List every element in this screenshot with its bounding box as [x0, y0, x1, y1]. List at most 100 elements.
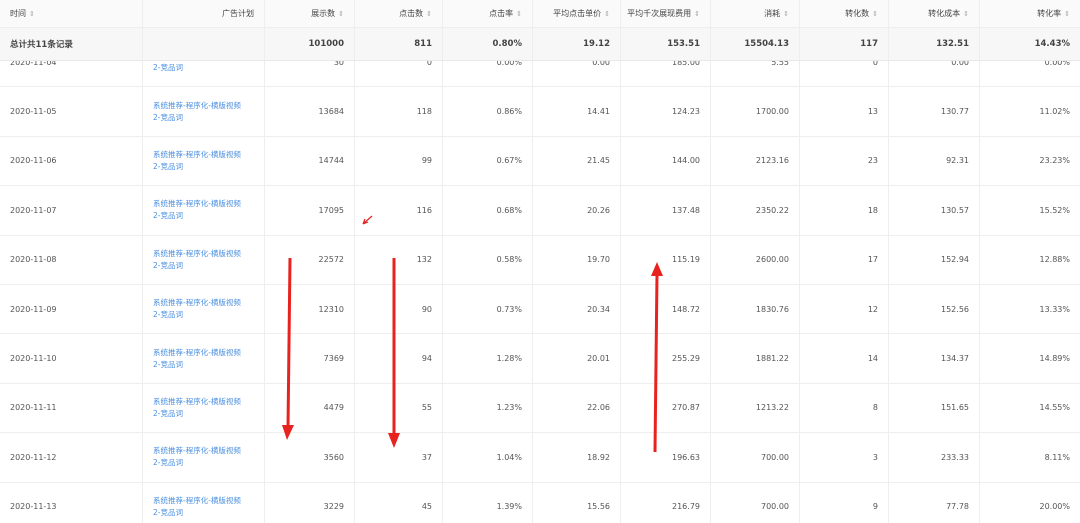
value-cell: 13	[800, 87, 889, 136]
plan-link[interactable]: 系统推荐-程序化-横版视频 2-竞品词	[153, 248, 241, 272]
column-header[interactable]: 转化成本 ⇕	[889, 0, 980, 27]
sort-icon[interactable]: ⇕	[29, 9, 35, 18]
total-cell: 153.51	[621, 28, 711, 60]
plan-link-line[interactable]: 系统推荐-程序化-横版视频	[153, 199, 241, 209]
value-cell: 22.06	[533, 383, 621, 433]
plan-cell: 系统推荐-程序化-横版视频 2-竞品词	[143, 87, 265, 136]
column-header-label: 广告计划	[222, 9, 254, 18]
plan-link-line[interactable]: 2-竞品词	[153, 211, 183, 221]
plan-link-line[interactable]: 系统推荐-程序化-横版视频	[153, 248, 241, 258]
total-cell: 0.80%	[443, 28, 533, 60]
plan-link[interactable]: 系统推荐-程序化-横版视频 2-竞品词	[153, 495, 241, 519]
column-header-label: 展示数	[311, 9, 336, 18]
sort-icon[interactable]: ⇕	[516, 9, 522, 18]
value-cell: 0.00	[533, 61, 621, 87]
sort-icon[interactable]: ⇕	[694, 9, 700, 18]
plan-link-line[interactable]: 系统推荐-程序化-横版视频	[153, 446, 241, 456]
column-header[interactable]: 点击数 ⇕	[355, 0, 443, 27]
table-row: 2020-11-10 系统推荐-程序化-横版视频 2-竞品词 7369 94 1.28% 2…	[0, 334, 1080, 384]
value-cell: 14.55%	[1039, 403, 1070, 413]
cursor-icon	[362, 215, 373, 225]
plan-link-line[interactable]: 系统推荐-程序化-横版视频	[153, 495, 241, 505]
sort-icon[interactable]: ⇕	[604, 9, 610, 18]
value-cell: 0.67%	[443, 136, 533, 186]
value-cell: 1213.22	[711, 383, 800, 433]
sort-icon[interactable]: ⇕	[963, 9, 969, 18]
column-header[interactable]: 平均点击单价 ⇕	[533, 0, 621, 27]
plan-link[interactable]: 系统推荐-程序化-横版视频 2-竞品词	[153, 149, 241, 173]
date-cell: 2020-11-10	[0, 334, 143, 383]
value-cell: 20.34	[533, 284, 621, 334]
column-header[interactable]: 时间 ⇕	[0, 0, 143, 27]
value-cell: 77.78	[889, 482, 980, 523]
date-cell: 2020-11-04	[0, 61, 143, 87]
plan-link-line[interactable]: 2-竞品词	[153, 310, 183, 320]
column-header[interactable]: 消耗 ⇕	[711, 0, 800, 27]
column-header[interactable]: 点击率 ⇕	[443, 0, 533, 27]
plan-link-line[interactable]: 2-竞品词	[153, 359, 183, 369]
sort-icon[interactable]: ⇕	[872, 9, 878, 18]
plan-link-line[interactable]: 2-竞品词	[153, 63, 183, 73]
value-cell: 20.01	[533, 334, 621, 383]
column-header[interactable]: 平均千次展现费用 ⇕	[621, 0, 711, 27]
arrow-down-impressions	[286, 257, 292, 429]
value-cell: 7369	[265, 334, 355, 383]
value-cell: 151.65	[889, 383, 980, 433]
date-cell: 2020-11-08	[0, 235, 143, 284]
value-cell: 17	[800, 235, 889, 284]
value-cell: 3229	[265, 482, 355, 523]
plan-link-line[interactable]: 系统推荐-程序化-横版视频	[153, 100, 241, 110]
value-cell: 14.41	[533, 87, 621, 136]
column-header[interactable]: 转化率 ⇕	[980, 0, 1080, 27]
total-label: 总计共11条记录	[0, 28, 143, 60]
value-cell: 13684	[265, 87, 355, 136]
plan-link-line[interactable]: 2-竞品词	[153, 260, 183, 270]
plan-link[interactable]: 系统推荐-程序化-横版视频 2-竞品词	[153, 445, 241, 469]
value-cell: 148.72	[621, 284, 711, 334]
value-cell: 19.70	[533, 235, 621, 284]
sort-icon[interactable]: ⇕	[426, 9, 432, 18]
value-cell: 134.37	[889, 334, 980, 383]
plan-link[interactable]: 系统推荐-程序化-横版视频 2-竞品词	[153, 347, 241, 371]
sort-icon[interactable]: ⇕	[338, 9, 344, 18]
value-cell: 130.57	[889, 186, 980, 235]
plan-link[interactable]: 系统推荐-程序化-横版视频 2-竞品词	[153, 396, 241, 420]
plan-cell: 系统推荐-程序化-横版视频 2-竞品词	[143, 482, 265, 523]
plan-link-line[interactable]: 2-竞品词	[153, 458, 183, 468]
column-header-label: 点击数	[399, 9, 424, 18]
plan-link-line[interactable]: 2-竞品词	[153, 408, 183, 418]
table-row: 2020-11-13 系统推荐-程序化-横版视频 2-竞品词 3229 45 1.39% 1…	[0, 482, 1080, 523]
sort-icon[interactable]: ⇕	[1064, 9, 1070, 18]
value-cell: 137.48	[621, 186, 711, 235]
value-cell: 99	[355, 136, 443, 186]
value-cell: 23	[800, 136, 889, 186]
plan-link[interactable]: 系统推荐-程序化-横版视频 2-竞品词	[153, 100, 241, 124]
plan-link-line[interactable]: 系统推荐-程序化-横版视频	[153, 149, 241, 159]
column-header-label: 平均千次展现费用	[627, 9, 692, 18]
plan-link-line[interactable]: 2-竞品词	[153, 112, 183, 122]
plan-link-line[interactable]: 2-竞品词	[153, 507, 183, 517]
column-header[interactable]: 展示数 ⇕	[265, 0, 355, 27]
plan-link-line[interactable]: 2-竞品词	[153, 161, 183, 171]
sort-icon[interactable]: ⇕	[783, 9, 789, 18]
column-header-label: 点击率	[489, 9, 514, 18]
value-cell: 30	[265, 61, 355, 87]
column-header-label: 转化率	[1037, 9, 1062, 18]
column-header[interactable]: 转化数 ⇕	[800, 0, 889, 27]
value-cell: 0	[355, 61, 443, 87]
table-row: 2020-11-07 系统推荐-程序化-横版视频 2-竞品词 17095 116 0.68…	[0, 186, 1080, 236]
column-header-label: 消耗	[764, 9, 781, 18]
total-cell: 15504.13	[711, 28, 800, 60]
value-cell: 0.58%	[443, 235, 533, 284]
value-cell: 116	[355, 186, 443, 235]
column-header-label: 平均点击单价	[553, 9, 602, 18]
plan-link-line[interactable]: 系统推荐-程序化-横版视频	[153, 347, 241, 357]
date-cell: 2020-11-12	[0, 433, 143, 482]
value-cell: 94	[355, 334, 443, 383]
value-cell: 3	[800, 433, 889, 482]
plan-link[interactable]: 系统推荐-程序化-横版视频 2-竞品词	[153, 198, 241, 222]
plan-link[interactable]: 系统推荐-程序化-横版视频 2-竞品词	[153, 297, 241, 321]
plan-link-line[interactable]: 系统推荐-程序化-横版视频	[153, 298, 241, 308]
plan-link-line[interactable]: 系统推荐-程序化-横版视频	[153, 396, 241, 406]
